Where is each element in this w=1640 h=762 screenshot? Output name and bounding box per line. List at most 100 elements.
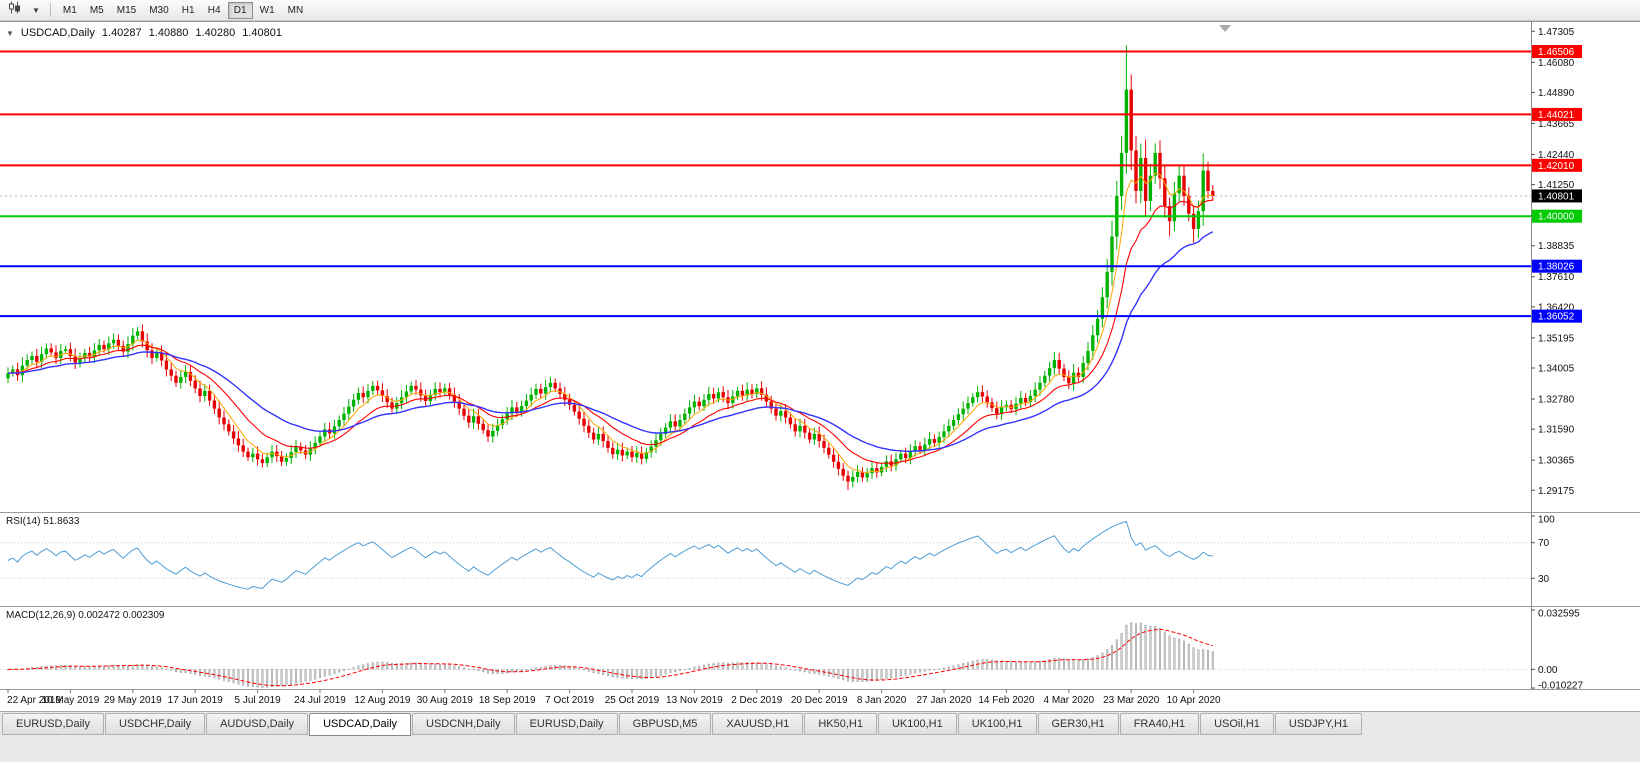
timeframe-button-group: M1 M5 M15 M30 H1 H4 D1 W1 MN bbox=[57, 1, 310, 19]
candle-body bbox=[764, 394, 769, 402]
hline-price-label-bg bbox=[1532, 209, 1582, 223]
macd-histogram-bar bbox=[1154, 626, 1157, 670]
chart-tab-usdcad-daily[interactable]: USDCAD,Daily bbox=[309, 713, 412, 736]
timeframe-button-m30[interactable]: M30 bbox=[149, 4, 169, 16]
macd-histogram-bar bbox=[650, 669, 653, 679]
candle-body bbox=[212, 400, 217, 409]
candle-body bbox=[1047, 368, 1052, 376]
candle-body bbox=[265, 457, 269, 464]
macd-histogram-bar bbox=[1178, 638, 1181, 670]
chart-tab-usdchf-daily[interactable]: USDCHF,Daily bbox=[104, 713, 206, 735]
candle-body bbox=[423, 395, 428, 402]
chart-tab-usoil-h1[interactable]: USOil,H1 bbox=[1200, 713, 1274, 735]
candle-body bbox=[179, 376, 183, 383]
chart-type-dropdown-button[interactable]: ▼ bbox=[26, 2, 46, 19]
candle-body bbox=[15, 369, 20, 376]
candle-body bbox=[414, 385, 418, 390]
price-tick-label: 1.42440 bbox=[1538, 150, 1575, 161]
macd-histogram-bar bbox=[707, 663, 710, 670]
chart-menu-icon[interactable]: ▼ bbox=[6, 28, 14, 38]
candle-body bbox=[707, 393, 711, 400]
macd-histogram-bar bbox=[1086, 658, 1089, 670]
timeframe-button-h4[interactable]: H4 bbox=[207, 4, 221, 16]
chart-tab-eurusd-daily[interactable]: EURUSD,Daily bbox=[2, 713, 104, 735]
macd-histogram-bar bbox=[429, 663, 432, 670]
candle-body bbox=[1100, 297, 1105, 319]
macd-histogram-bar bbox=[755, 662, 758, 670]
candle-body bbox=[942, 431, 946, 437]
chart-tab-uk100-h1[interactable]: UK100,H1 bbox=[957, 713, 1037, 735]
chart-tab-fra40-h1[interactable]: FRA40,H1 bbox=[1119, 713, 1200, 735]
timeframe-button-w1[interactable]: W1 bbox=[259, 4, 275, 16]
macd-histogram-bar bbox=[424, 663, 427, 670]
chart-tab-usdjpy-h1[interactable]: USDJPY,H1 bbox=[1274, 713, 1363, 735]
macd-histogram-bar bbox=[1106, 649, 1109, 670]
candle-body bbox=[1062, 368, 1066, 377]
candle-body bbox=[25, 360, 29, 366]
chart-tab-usdcnh-daily[interactable]: USDCNH,Daily bbox=[412, 713, 515, 735]
candle-body bbox=[476, 416, 481, 424]
macd-histogram-bar bbox=[832, 669, 835, 678]
timeframe-button-mn[interactable]: MN bbox=[287, 4, 304, 16]
candle-body bbox=[831, 454, 836, 462]
timeframe-button-m5[interactable]: M5 bbox=[89, 4, 104, 16]
timeframe-button-h1[interactable]: H1 bbox=[181, 4, 195, 16]
candle-body bbox=[999, 407, 1004, 414]
chart-type-button[interactable] bbox=[4, 1, 26, 19]
candle-body bbox=[236, 438, 241, 446]
candle-body bbox=[294, 446, 298, 453]
candle-body bbox=[260, 459, 265, 464]
chart-title: ▼ USDCAD,Daily 1.40287 1.40880 1.40280 1… bbox=[6, 27, 282, 39]
candle-body bbox=[611, 447, 615, 455]
chart-tab-xauusd-h1[interactable]: XAUUSD,H1 bbox=[712, 713, 804, 735]
candle-body bbox=[313, 442, 317, 449]
candle-body bbox=[1119, 152, 1124, 196]
timeframe-button-d1[interactable]: D1 bbox=[227, 1, 253, 19]
candle-body bbox=[884, 461, 889, 467]
macd-histogram-bar bbox=[938, 668, 941, 670]
macd-histogram-bar bbox=[602, 669, 605, 675]
macd-histogram-bar bbox=[112, 664, 115, 670]
macd-signal-line bbox=[7, 628, 1213, 687]
date-tick-label: 10 May 2019 bbox=[41, 695, 99, 706]
candle-body bbox=[803, 425, 807, 433]
candle-body bbox=[1182, 175, 1186, 196]
candle-body bbox=[375, 385, 380, 391]
timeframe-button-m1[interactable]: M1 bbox=[62, 4, 77, 16]
chart-canvas[interactable]: 1.47305 1.46080 1.44890 1.43665 1.42440 1.412… bbox=[0, 21, 1640, 711]
candle-body bbox=[558, 388, 562, 394]
macd-histogram-bar bbox=[1048, 659, 1051, 670]
chart-tab-eurusd-daily[interactable]: EURUSD,Daily bbox=[515, 713, 618, 735]
chart-tab-hk50-h1[interactable]: HK50,H1 bbox=[804, 713, 877, 735]
macd-histogram-bar bbox=[189, 669, 192, 674]
chart-tab-uk100-h1[interactable]: UK100,H1 bbox=[877, 713, 957, 735]
timeframe-button-m15[interactable]: M15 bbox=[116, 4, 137, 16]
price-tick-label: 1.43665 bbox=[1538, 119, 1575, 130]
chart-tab-audusd-daily[interactable]: AUDUSD,Daily bbox=[206, 713, 309, 735]
candle-body bbox=[663, 427, 668, 434]
macd-histogram-bar bbox=[506, 669, 509, 674]
chart-tab-gbpusd-m5[interactable]: GBPUSD,M5 bbox=[618, 713, 712, 735]
date-tick-label: 18 Sep 2019 bbox=[479, 695, 536, 706]
candle-body bbox=[630, 451, 634, 458]
price-tick-label: 1.38835 bbox=[1538, 241, 1575, 252]
candle-body bbox=[779, 411, 783, 416]
candle-body bbox=[371, 385, 375, 391]
macd-histogram-bar bbox=[784, 667, 787, 670]
candle-body bbox=[591, 432, 596, 440]
chart-tab-ger30-h1[interactable]: GER30,H1 bbox=[1037, 713, 1119, 735]
macd-histogram-bar bbox=[439, 663, 442, 670]
macd-histogram-bar bbox=[59, 665, 62, 670]
macd-histogram-bar bbox=[280, 669, 283, 687]
macd-histogram-bar bbox=[227, 669, 230, 682]
date-tick-label: 24 Jul 2019 bbox=[294, 695, 346, 706]
candle-body bbox=[1129, 89, 1133, 151]
candle-body bbox=[39, 354, 44, 362]
macd-histogram-bar bbox=[1173, 637, 1176, 670]
candle-body bbox=[318, 436, 322, 443]
macd-histogram-bar bbox=[35, 667, 38, 670]
macd-histogram-bar bbox=[760, 662, 763, 670]
candle-body bbox=[644, 452, 649, 459]
macd-histogram-bar bbox=[1000, 660, 1003, 670]
date-tick-label: 29 May 2019 bbox=[104, 695, 162, 706]
